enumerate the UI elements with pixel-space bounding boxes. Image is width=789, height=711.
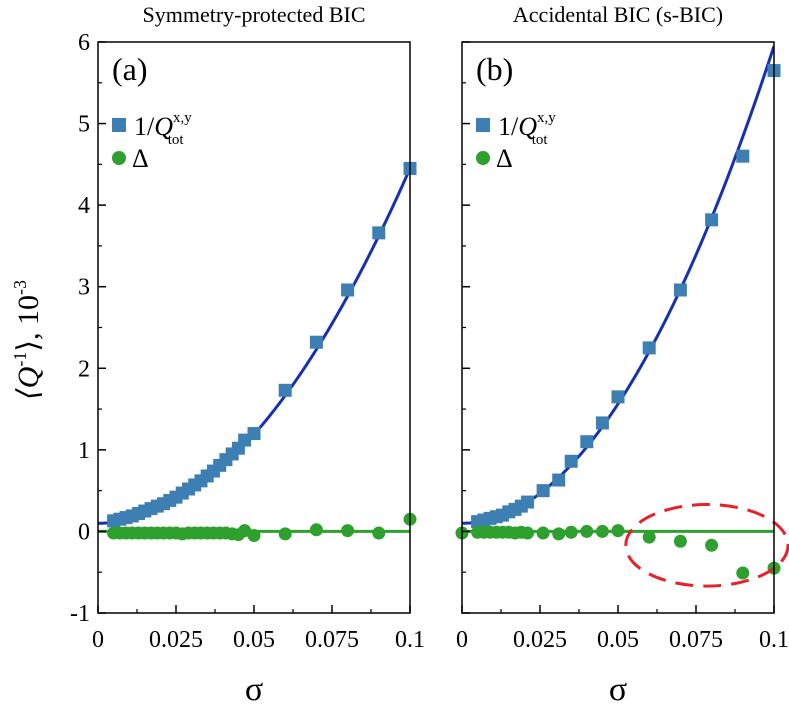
legend-q-part: tot: [168, 132, 185, 148]
marker-delta-point: [309, 523, 323, 537]
x-tick-label: 0.025: [149, 627, 203, 653]
legend-q-part: 1/: [134, 112, 155, 141]
legend-marker-circle: [476, 151, 490, 165]
panel-a: Symmetry-protected BIC 0 0.025 0.05 0.075 0.1…: [70, 2, 425, 708]
marker-delta-point: [564, 525, 578, 539]
y-axis-label: ⟨Q-1⟩, 10-3: [10, 280, 45, 400]
y-tick-label: 1: [78, 438, 90, 464]
x-tick-label: 0.025: [513, 627, 567, 653]
marker-delta-point: [552, 527, 566, 541]
marker-delta-point: [536, 526, 550, 540]
fit-curve-q: [98, 167, 410, 525]
y-axis-label-sup: -1: [10, 352, 30, 367]
marker-delta-point: [278, 527, 292, 541]
x-tick-label: 0.075: [669, 627, 723, 653]
highlight-ellipse: [624, 503, 789, 588]
y-tick-label: 5: [78, 112, 90, 138]
legend-q-part: 1/: [498, 112, 519, 141]
legend-q-part: x,y: [173, 110, 192, 126]
y-tick-label: -1: [70, 601, 90, 627]
y-tick-label: 3: [78, 275, 90, 301]
marker-q-point: [536, 484, 550, 498]
marker-q-point: [673, 283, 687, 297]
marker-delta-point: [705, 538, 719, 552]
marker-delta-point: [341, 524, 355, 538]
marker-delta-point: [372, 526, 386, 540]
marker-delta-point: [521, 526, 535, 540]
panel-title: Accidental BIC (s-BIC): [513, 2, 723, 27]
x-tick-label: 0.1: [395, 627, 425, 653]
legend-entry-delta: Δ: [132, 144, 149, 173]
marker-q-point: [705, 213, 719, 227]
panel-label: (b): [476, 51, 513, 87]
marker-q-point: [341, 283, 355, 297]
marker-delta-point: [642, 530, 656, 544]
legend-q-part: tot: [532, 132, 549, 148]
y-axis-label-exp: -3: [10, 280, 30, 295]
marker-delta-point: [595, 524, 609, 538]
marker-q-point: [580, 435, 594, 449]
marker-q-point: [552, 473, 566, 487]
x-tick-label: 0.05: [233, 627, 275, 653]
marker-delta-point: [673, 534, 687, 548]
marker-q-point: [247, 427, 261, 441]
marker-q-point: [611, 390, 625, 404]
legend-marker-circle: [112, 151, 126, 165]
x-tick-label: 0: [456, 627, 468, 653]
legend-q-part: Q: [518, 112, 537, 141]
y-tick-label: 0: [78, 519, 90, 545]
marker-delta-point: [580, 524, 594, 538]
y-tick-label: 6: [78, 30, 90, 56]
x-axis-label: σ: [609, 671, 627, 708]
x-tick-label: 0.1: [759, 627, 789, 653]
legend-q-part: x,y: [537, 110, 556, 126]
panel-title: Symmetry-protected BIC: [142, 2, 365, 27]
legend-entry-q: 1/Qx,y tot: [134, 110, 192, 148]
panel-label: (a): [112, 51, 148, 87]
marker-q-point: [372, 226, 386, 240]
marker-q-point: [642, 341, 656, 355]
x-axis-label: σ: [245, 671, 263, 708]
x-tick-label: 0: [92, 627, 104, 653]
marker-q-point: [595, 416, 609, 430]
marker-delta-point: [736, 566, 750, 580]
panel-b: Accidental BIC (s-BIC) 0 0.025 0.05 0.075 0.1…: [455, 2, 789, 708]
legend-marker-square: [112, 118, 126, 132]
x-tick-label: 0.05: [597, 627, 639, 653]
legend-q-part: Q: [154, 112, 173, 141]
marker-q-point: [521, 495, 535, 509]
marker-q-point: [278, 383, 292, 397]
y-axis-label-tail: ⟩, 10: [12, 295, 45, 352]
x-tick-label: 0.075: [305, 627, 359, 653]
marker-delta-point: [247, 529, 261, 543]
legend-entry-delta: Δ: [496, 144, 513, 173]
marker-q-point: [564, 454, 578, 468]
marker-q-point: [736, 149, 750, 163]
y-tick-label: 4: [78, 193, 90, 219]
marker-q-point: [309, 335, 323, 349]
marker-delta-point: [611, 524, 625, 538]
legend-marker-square: [476, 118, 490, 132]
y-tick-label: 2: [78, 356, 90, 382]
legend-entry-q: 1/Qx,y tot: [498, 110, 556, 148]
y-axis-label-main: ⟨Q: [12, 366, 45, 400]
